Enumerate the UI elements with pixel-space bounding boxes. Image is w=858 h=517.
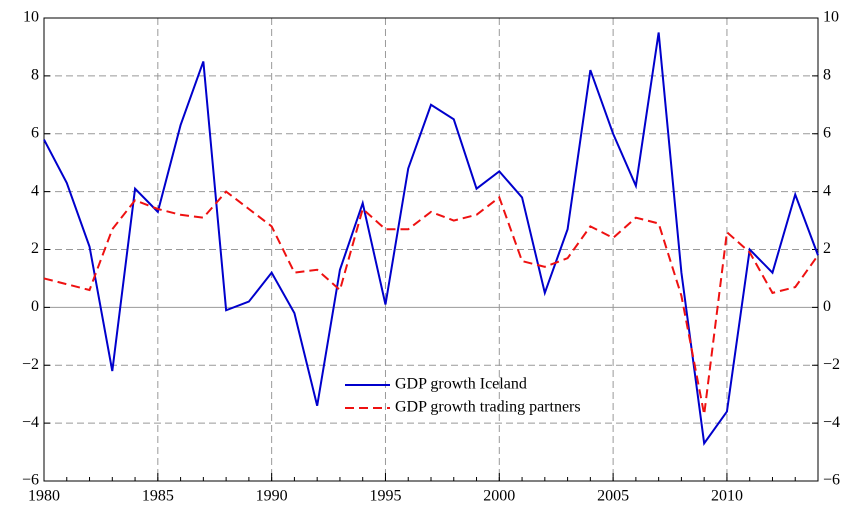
x-tick-label: 1995 xyxy=(369,488,401,505)
y2-tick-label: 4 xyxy=(823,182,831,199)
x-tick-label: 2005 xyxy=(597,488,629,505)
y2-tick-label: 2 xyxy=(823,240,831,257)
x-tick-label: 1990 xyxy=(256,488,288,505)
y2-tick-label: −6 xyxy=(823,472,840,489)
y-tick-label: 2 xyxy=(31,240,39,257)
x-tick-label: 2000 xyxy=(483,488,515,505)
x-tick-label: 1985 xyxy=(142,488,174,505)
y-tick-label: −2 xyxy=(22,356,39,373)
y-tick-label: −6 xyxy=(22,472,39,489)
x-tick-label: 2010 xyxy=(711,488,743,505)
legend-label: GDP growth Iceland xyxy=(395,376,527,393)
y2-tick-label: 8 xyxy=(823,67,831,84)
x-tick-label: 1980 xyxy=(28,488,60,505)
legend-label: GDP growth trading partners xyxy=(395,399,581,416)
y2-tick-label: −2 xyxy=(823,356,840,373)
plot-frame xyxy=(43,17,819,482)
data-line xyxy=(43,190,819,415)
y-tick-label: 4 xyxy=(31,182,39,199)
y2-tick-label: 10 xyxy=(823,9,839,26)
data-line xyxy=(43,32,819,447)
y-tick-label: 8 xyxy=(31,67,39,84)
y-tick-label: −4 xyxy=(22,414,39,431)
y-tick-label: 10 xyxy=(23,9,39,26)
y-tick-label: 0 xyxy=(31,298,39,315)
y2-tick-label: −4 xyxy=(823,414,840,431)
y2-tick-label: 6 xyxy=(823,124,831,141)
y-tick-label: 6 xyxy=(31,124,39,141)
y2-tick-label: 0 xyxy=(823,298,831,315)
